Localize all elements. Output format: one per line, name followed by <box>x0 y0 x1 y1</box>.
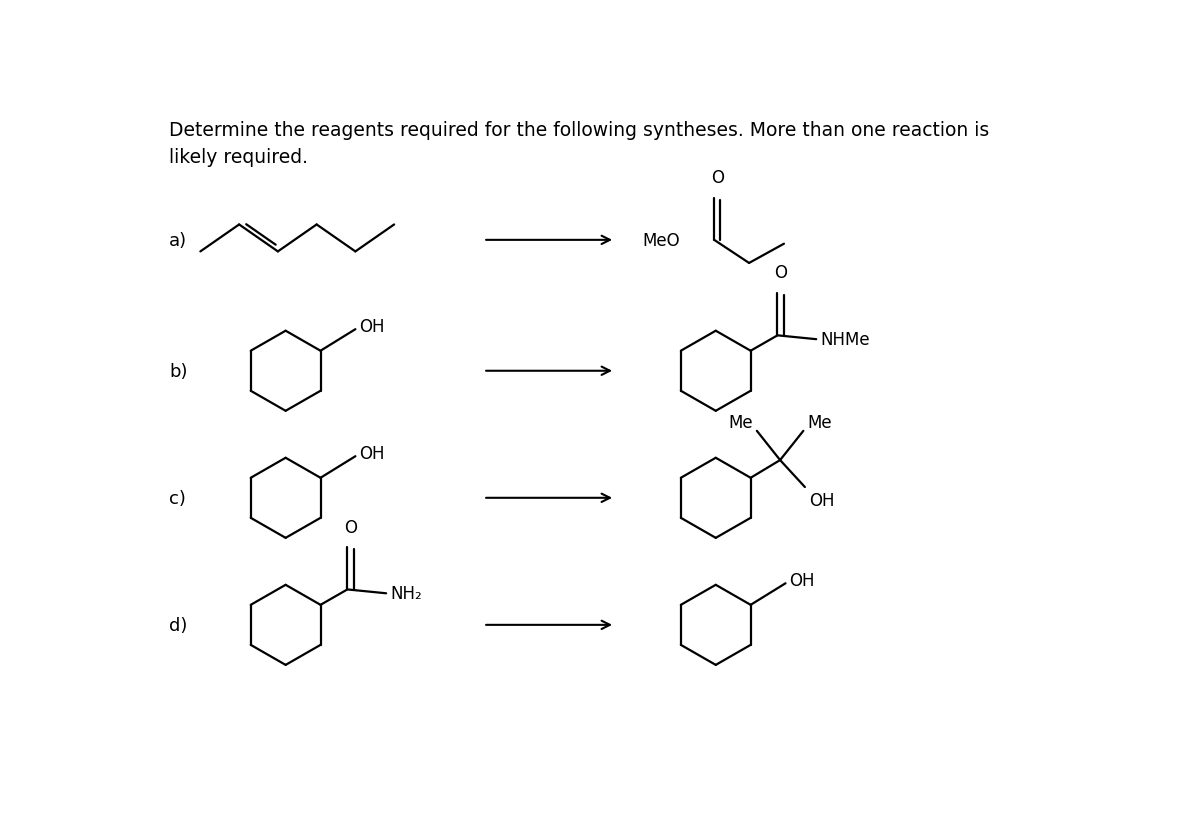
Text: OH: OH <box>359 318 385 336</box>
Text: Me: Me <box>728 413 752 431</box>
Text: OH: OH <box>359 445 385 463</box>
Text: a): a) <box>169 232 187 250</box>
Text: O: O <box>344 518 356 536</box>
Text: MeO: MeO <box>642 232 679 250</box>
Text: OH: OH <box>790 572 815 590</box>
Text: Determine the reagents required for the following syntheses. More than one react: Determine the reagents required for the … <box>169 121 990 140</box>
Text: O: O <box>774 264 787 282</box>
Text: d): d) <box>169 616 187 634</box>
Text: likely required.: likely required. <box>169 148 308 167</box>
Text: b): b) <box>169 362 188 380</box>
Text: OH: OH <box>809 491 834 509</box>
Text: NH₂: NH₂ <box>390 585 421 603</box>
Text: O: O <box>710 169 724 187</box>
Text: Me: Me <box>808 413 832 431</box>
Text: c): c) <box>169 489 186 507</box>
Text: NHMe: NHMe <box>820 331 870 349</box>
